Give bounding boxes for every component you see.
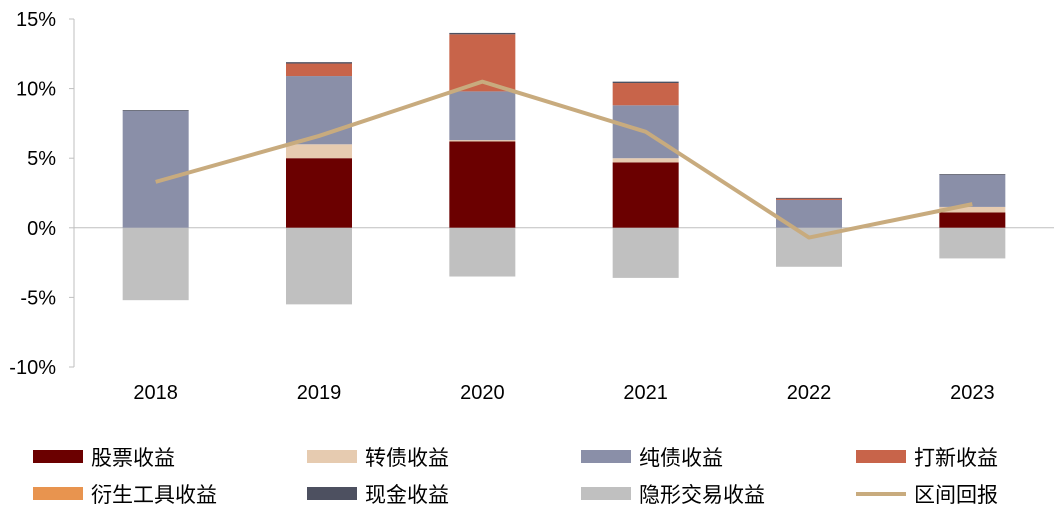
bars xyxy=(122,32,1006,305)
legend-label: 衍生工具收益 xyxy=(91,483,217,507)
bar-segment xyxy=(939,174,1006,176)
legend-swatch xyxy=(307,450,357,463)
y-tick-label: 0% xyxy=(27,218,56,240)
y-tick-label: -10% xyxy=(9,357,56,379)
bar-segment xyxy=(449,141,516,228)
bar-segment xyxy=(449,227,516,277)
bar-segment xyxy=(612,162,679,228)
return-line-path xyxy=(155,79,973,240)
legend-label: 打新收益 xyxy=(914,446,998,470)
legend-swatch xyxy=(581,450,631,463)
legend-swatch xyxy=(33,450,83,463)
y-tick-label: 15% xyxy=(16,9,56,31)
y-tick-label: -5% xyxy=(20,287,56,309)
bar-segment xyxy=(776,197,842,199)
bar-segment xyxy=(612,83,679,106)
bar-segment xyxy=(286,63,352,77)
legend-label: 转债收益 xyxy=(365,446,449,470)
bar-segment xyxy=(939,206,1006,213)
bar-segment xyxy=(122,110,189,228)
x-tick-label: 2022 xyxy=(787,382,832,404)
y-tick-label: 5% xyxy=(27,148,56,170)
bar-segment xyxy=(939,227,1006,259)
bar-segment xyxy=(122,227,189,301)
bar-segment xyxy=(286,76,352,145)
bar-segment xyxy=(612,227,679,278)
legend-label: 纯债收益 xyxy=(639,446,723,470)
legend-swatch xyxy=(33,487,83,500)
legend-label: 隐形交易收益 xyxy=(639,483,765,507)
legend-label: 现金收益 xyxy=(365,483,449,507)
bar-segment xyxy=(449,140,516,142)
bar-segment xyxy=(612,158,679,163)
bar-segment xyxy=(286,227,352,305)
x-tick-label: 2018 xyxy=(133,382,178,404)
y-tick-label: 10% xyxy=(16,79,56,101)
return-line xyxy=(155,79,973,240)
x-tick-label: 2023 xyxy=(950,382,995,404)
bar-segment xyxy=(939,212,1006,228)
legend-label: 股票收益 xyxy=(91,446,175,470)
bar-segment xyxy=(449,91,516,141)
bar-segment xyxy=(286,158,352,228)
x-tick-label: 2021 xyxy=(623,382,668,404)
bar-segment xyxy=(776,198,842,200)
legend-swatch xyxy=(856,450,906,463)
bar-segment xyxy=(286,144,352,159)
bar-segment xyxy=(449,32,516,35)
bar-segment xyxy=(612,81,679,84)
axes: -10% -5% 0% 5% 10% 15% 2018 2019 2020 2021 2022 202… xyxy=(9,9,1054,404)
x-tick-label: 2019 xyxy=(297,382,342,404)
legend-swatch xyxy=(581,487,631,500)
x-tick-label: 2020 xyxy=(460,382,505,404)
bar-segment xyxy=(286,62,352,64)
legend-swatch xyxy=(307,487,357,500)
bar-segment xyxy=(122,110,189,111)
legend-label: 区间回报 xyxy=(914,483,998,507)
bar-segment xyxy=(939,174,1006,207)
